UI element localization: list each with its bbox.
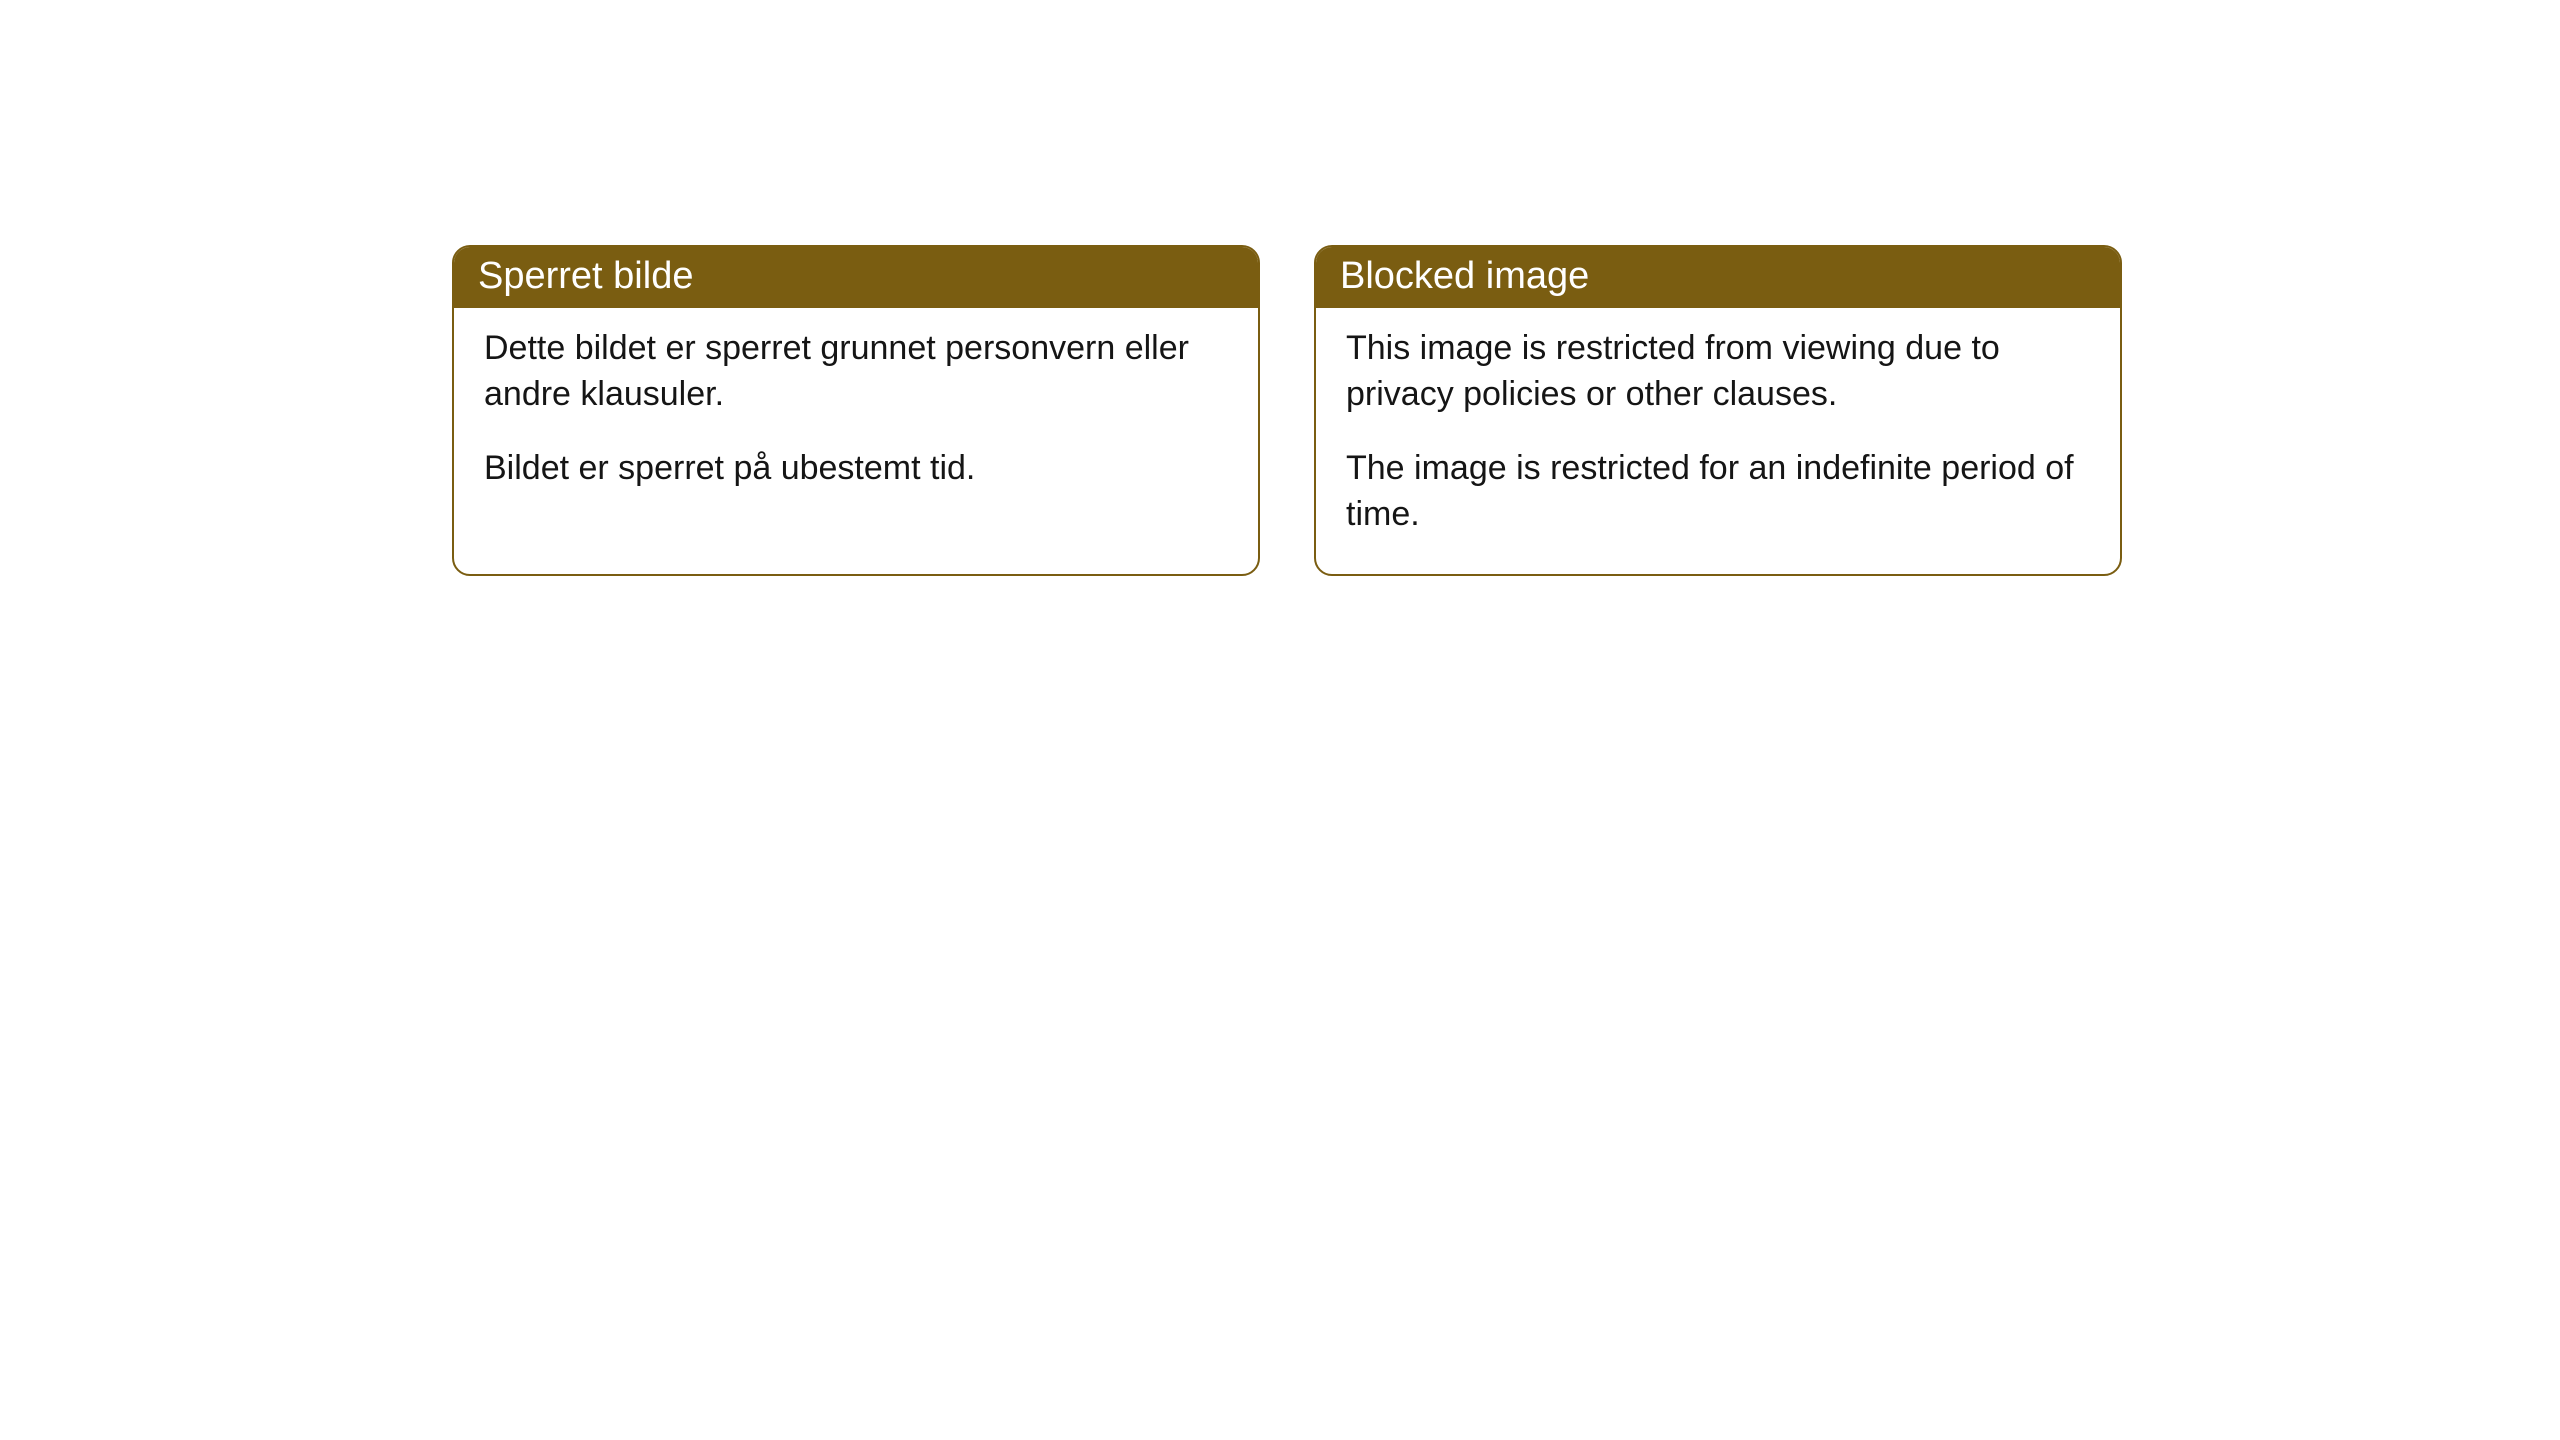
card-body: Dette bildet er sperret grunnet personve… xyxy=(454,308,1258,528)
card-paragraph: The image is restricted for an indefinit… xyxy=(1346,446,2090,538)
notice-cards-container: Sperret bilde Dette bildet er sperret gr… xyxy=(452,245,2122,576)
notice-card-english: Blocked image This image is restricted f… xyxy=(1314,245,2122,576)
card-paragraph: Bildet er sperret på ubestemt tid. xyxy=(484,446,1228,492)
notice-card-norwegian: Sperret bilde Dette bildet er sperret gr… xyxy=(452,245,1260,576)
card-paragraph: Dette bildet er sperret grunnet personve… xyxy=(484,326,1228,418)
card-paragraph: This image is restricted from viewing du… xyxy=(1346,326,2090,418)
card-header: Blocked image xyxy=(1316,247,2120,308)
card-header: Sperret bilde xyxy=(454,247,1258,308)
card-body: This image is restricted from viewing du… xyxy=(1316,308,2120,574)
